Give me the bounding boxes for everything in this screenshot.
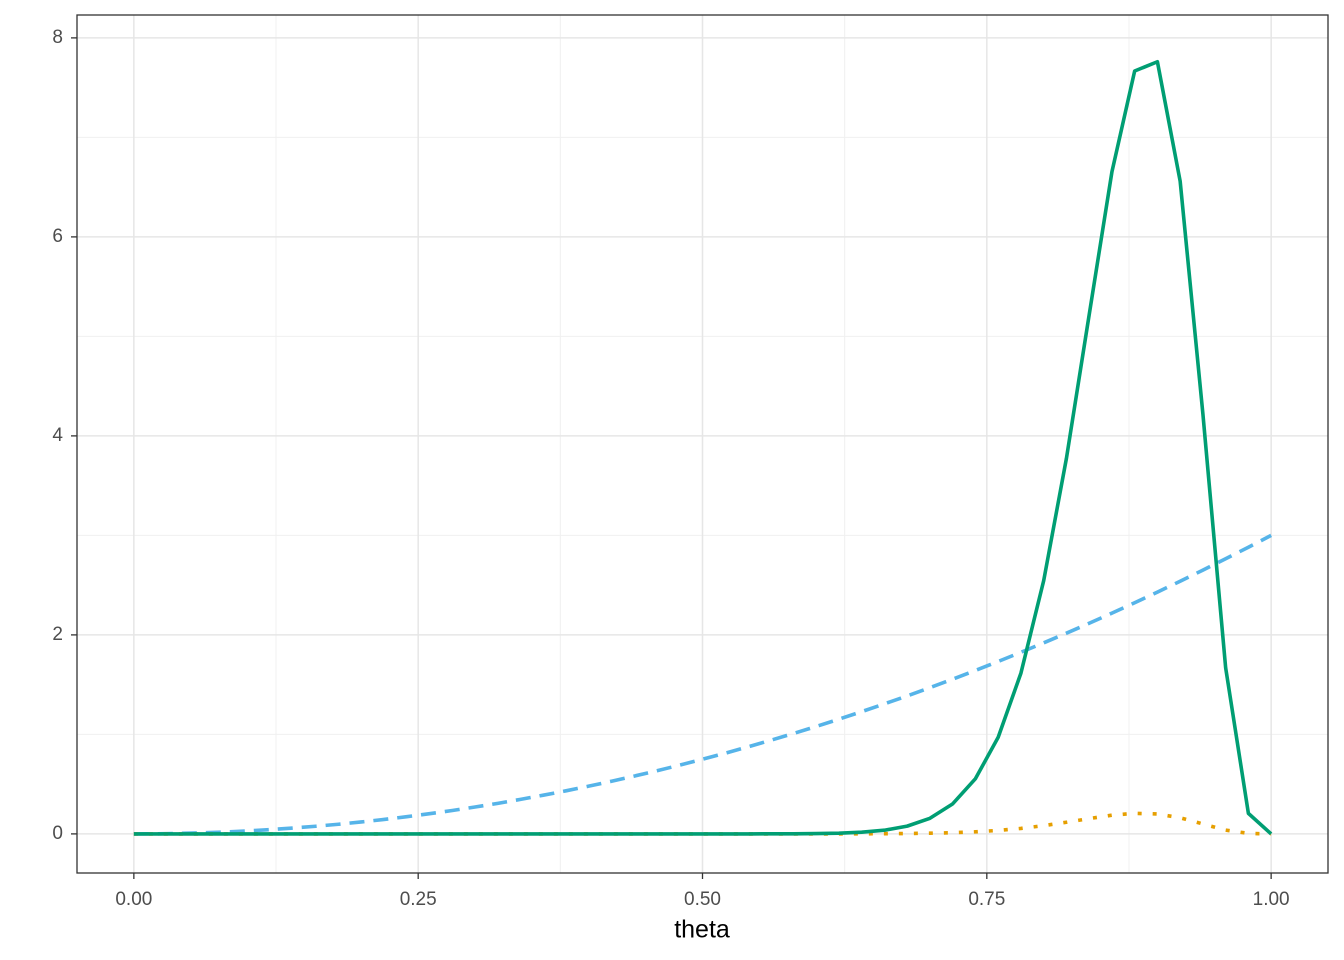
y-tick-label: 0 [52,823,63,844]
x-tick-label: 0.25 [400,889,437,910]
x-tick-label: 0.00 [115,889,152,910]
y-tick-label: 2 [52,624,63,645]
x-axis-label: theta [674,916,730,944]
panel-border [76,14,1329,874]
y-tick-label: 8 [52,27,63,48]
x-tick-label: 0.75 [968,889,1005,910]
x-tick-label: 0.50 [684,889,721,910]
line-series [133,811,1272,836]
y-tick-label: 6 [52,226,63,247]
x-tick-label: 1.00 [1253,889,1290,910]
line-series [133,59,1273,836]
y-tick-label: 4 [52,425,63,446]
